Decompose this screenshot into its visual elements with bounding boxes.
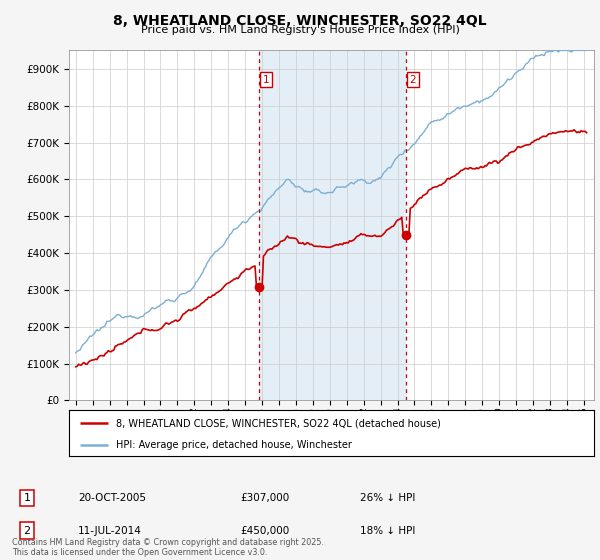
Text: 26% ↓ HPI: 26% ↓ HPI	[360, 493, 415, 503]
Text: 1: 1	[263, 75, 269, 85]
Text: Price paid vs. HM Land Registry's House Price Index (HPI): Price paid vs. HM Land Registry's House …	[140, 25, 460, 35]
Text: Contains HM Land Registry data © Crown copyright and database right 2025.
This d: Contains HM Land Registry data © Crown c…	[12, 538, 324, 557]
Text: 11-JUL-2014: 11-JUL-2014	[78, 526, 142, 535]
Text: 1: 1	[23, 493, 31, 503]
Text: £450,000: £450,000	[240, 526, 289, 535]
Text: 2: 2	[409, 75, 416, 85]
Text: 8, WHEATLAND CLOSE, WINCHESTER, SO22 4QL: 8, WHEATLAND CLOSE, WINCHESTER, SO22 4QL	[113, 14, 487, 28]
Text: £307,000: £307,000	[240, 493, 289, 503]
Text: 20-OCT-2005: 20-OCT-2005	[78, 493, 146, 503]
Bar	[259, 50, 406, 400]
Text: 2: 2	[23, 526, 31, 535]
Text: HPI: Average price, detached house, Winchester: HPI: Average price, detached house, Winc…	[116, 440, 352, 450]
Text: 8, WHEATLAND CLOSE, WINCHESTER, SO22 4QL (detached house): 8, WHEATLAND CLOSE, WINCHESTER, SO22 4QL…	[116, 418, 441, 428]
Text: 18% ↓ HPI: 18% ↓ HPI	[360, 526, 415, 535]
